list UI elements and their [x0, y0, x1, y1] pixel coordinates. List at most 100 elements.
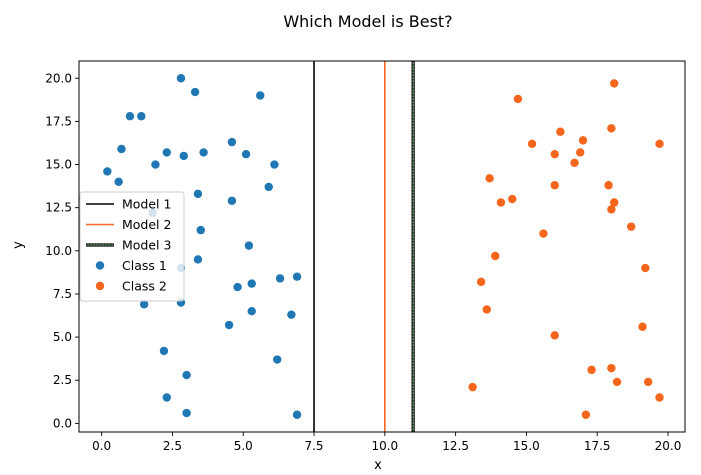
- chart-title: Which Model is Best?: [283, 12, 452, 31]
- point-class-1-22: [241, 149, 251, 159]
- y-tick-label-8: 17.5: [45, 114, 72, 128]
- x-tick-label-2: 2.5: [163, 439, 182, 453]
- point-class-1-12: [193, 189, 203, 199]
- point-class-1-37: [162, 393, 171, 402]
- point-class-1-34: [292, 410, 302, 419]
- point-class-1-9: [176, 74, 186, 83]
- x-tick-label-6: 12.5: [442, 439, 469, 453]
- y-tick-label-5: 10.0: [45, 244, 72, 258]
- series-class-2: [468, 79, 664, 419]
- point-class-2-30: [643, 377, 653, 387]
- point-class-1-10: [179, 151, 188, 161]
- legend-line-model-3: [86, 243, 114, 247]
- point-class-1-33: [292, 272, 302, 281]
- point-class-1-23: [244, 241, 254, 250]
- point-class-2-32: [655, 393, 664, 402]
- point-class-1-28: [270, 160, 279, 169]
- x-axis-title: x: [374, 458, 382, 473]
- x-tick-label-8: 17.5: [584, 439, 611, 453]
- point-class-2-12: [550, 181, 559, 190]
- legend-box: [79, 191, 185, 302]
- y-axis-title: y: [11, 241, 26, 249]
- point-class-1-29: [275, 274, 285, 283]
- x-tick-label-7: 15.0: [513, 439, 540, 453]
- point-class-1-26: [256, 91, 265, 100]
- point-class-2-14: [556, 127, 565, 136]
- point-class-1-18: [139, 300, 149, 309]
- plot-frame: [78, 60, 686, 433]
- point-class-2-17: [578, 136, 588, 145]
- point-class-1-36: [182, 370, 191, 380]
- point-class-2-21: [607, 124, 616, 133]
- point-class-1-30: [273, 355, 282, 364]
- point-class-1-20: [227, 196, 237, 205]
- point-class-2-20: [604, 181, 613, 190]
- point-class-2-4: [485, 174, 494, 183]
- point-class-1-15: [193, 255, 203, 264]
- point-class-1-35: [159, 346, 169, 356]
- point-class-2-22: [607, 205, 616, 214]
- axes: 0.0 2.5 5.0 7.5 10.0 12.5 15.0 17.5 20.0 0.0 2.5 5.…: [45, 60, 686, 453]
- y-tick-label-1: 0.0: [53, 416, 72, 430]
- y-tick-label-2: 2.5: [53, 373, 72, 387]
- point-class-1-38: [182, 408, 191, 418]
- point-class-2-9: [527, 139, 537, 149]
- point-class-1-5: [137, 112, 146, 121]
- x-tick-label-1: 0.0: [92, 439, 111, 453]
- point-class-1-25: [247, 307, 256, 316]
- y-tick-label-9: 20.0: [45, 71, 72, 85]
- legend-label-class-2: Class 2: [122, 279, 167, 294]
- x-tick-label-9: 20.0: [655, 439, 682, 453]
- point-class-2-16: [576, 148, 585, 157]
- point-class-2-19: [581, 410, 591, 419]
- legend-marker-class-1: [95, 261, 105, 270]
- y-tick-label-3: 5.0: [53, 330, 72, 344]
- point-class-2-7: [508, 194, 517, 204]
- point-class-1-13: [196, 225, 205, 235]
- y-tick-label-6: 12.5: [45, 201, 72, 215]
- point-class-2-15: [570, 158, 579, 168]
- point-class-1-27: [264, 182, 273, 192]
- legend-label-model-3: Model 3: [122, 238, 171, 253]
- plot-area: [103, 61, 664, 432]
- point-class-2-25: [607, 363, 616, 373]
- point-class-2-5: [491, 251, 500, 261]
- point-class-2-6: [496, 198, 506, 207]
- model-line-3: [411, 61, 415, 432]
- point-class-1-4: [125, 112, 135, 121]
- point-class-2-29: [641, 263, 650, 273]
- legend-marker-class-2: [95, 281, 105, 291]
- point-class-2-23: [610, 198, 619, 207]
- point-class-2-24: [610, 79, 619, 88]
- x-tick-label-5: 10.0: [371, 439, 398, 453]
- point-class-2-3: [482, 305, 491, 314]
- point-class-1-11: [190, 87, 200, 97]
- point-class-2-1: [468, 382, 477, 392]
- point-class-1-1: [103, 167, 112, 176]
- point-class-2-27: [626, 222, 636, 231]
- legend-label-class-1: Class 1: [122, 258, 167, 273]
- legend-label-model-2: Model 2: [122, 217, 171, 232]
- point-class-2-26: [612, 377, 622, 387]
- point-class-1-14: [199, 148, 208, 157]
- point-class-2-28: [638, 322, 647, 331]
- legend: Model 1 Model 2 Model 3 Class 1 Class 2: [79, 191, 185, 302]
- point-class-2-2: [476, 277, 486, 287]
- point-class-2-13: [550, 331, 559, 340]
- point-class-1-24: [247, 279, 256, 288]
- point-class-1-21: [233, 282, 242, 292]
- point-class-2-31: [655, 139, 664, 149]
- point-class-2-10: [539, 229, 548, 238]
- point-class-2-18: [587, 365, 596, 375]
- point-class-1-3: [117, 144, 126, 154]
- x-tick-label-3: 5.0: [234, 439, 253, 453]
- y-tick-label-4: 7.5: [53, 287, 72, 301]
- point-class-2-8: [513, 94, 523, 104]
- point-class-1-2: [114, 177, 123, 186]
- point-class-1-7: [151, 160, 160, 169]
- y-tick-label-7: 15.0: [45, 158, 72, 172]
- point-class-1-19: [227, 137, 237, 147]
- point-class-1-31: [224, 320, 234, 330]
- x-tick-label-4: 7.5: [304, 439, 323, 453]
